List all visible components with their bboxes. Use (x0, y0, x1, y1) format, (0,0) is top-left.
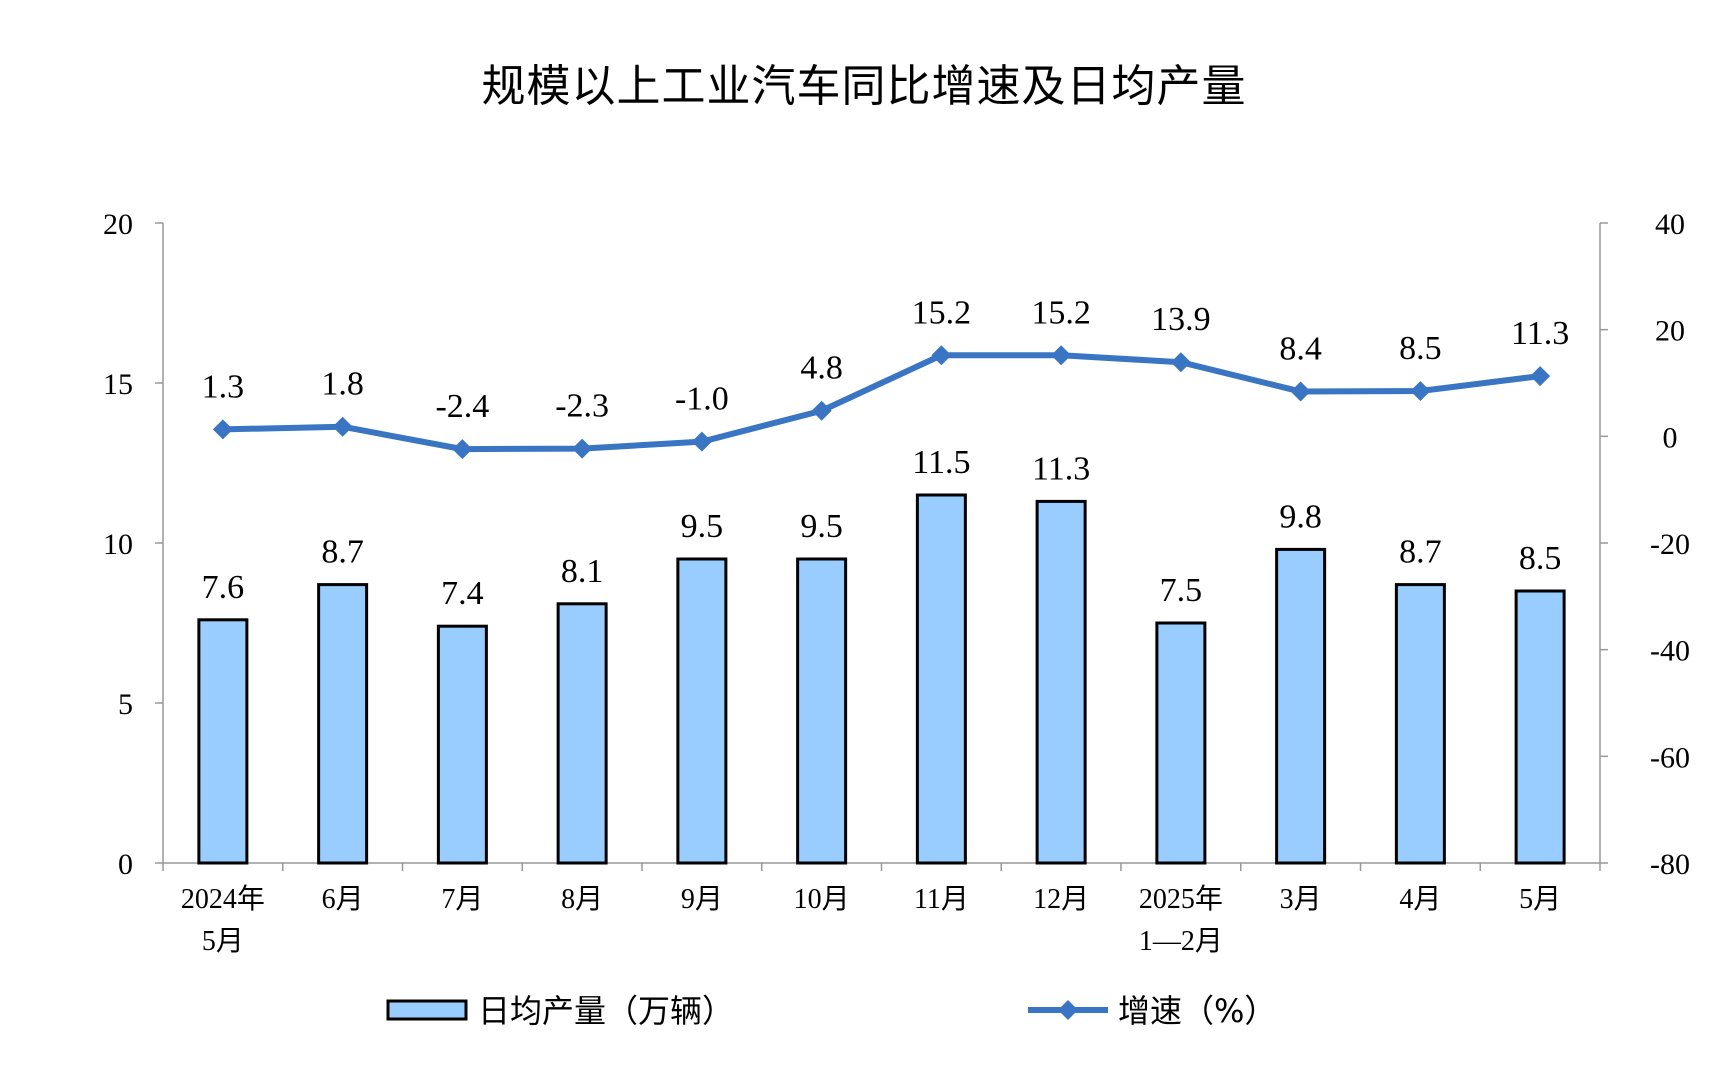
x-tick-label: 8月 (561, 884, 603, 915)
bar-value-label: 11.5 (912, 444, 970, 481)
line-value-label: 8.4 (1279, 331, 1322, 368)
right-tick-label: 40 (1655, 208, 1685, 241)
bar (317, 583, 369, 865)
bar-value-label: 7.5 (1160, 572, 1203, 609)
growth-line (222, 352, 1541, 453)
line-value-label: -1.0 (675, 381, 729, 418)
x-tick-label: 6月 (322, 884, 364, 915)
bar (556, 602, 608, 865)
bar-value-label: 11.3 (1032, 450, 1090, 487)
x-tick-label: 10月 (794, 884, 850, 915)
legend-bar-label: 日均产量（万辆） (478, 992, 734, 1030)
bar (915, 493, 967, 865)
bar-value-label: 8.7 (321, 534, 364, 571)
chart-title: 规模以上工业汽车同比增速及日均产量 (481, 61, 1247, 112)
line-point (931, 345, 952, 366)
legend-line-label: 增速（%） (1118, 992, 1276, 1030)
x-tick-label: 1—2月 (1139, 926, 1223, 957)
line-value-label: 11.3 (1511, 315, 1569, 352)
legend-bar-swatch (386, 999, 468, 1021)
bar (1514, 589, 1566, 865)
line-value-label: -2.3 (555, 388, 609, 425)
left-tick-label: 10 (103, 528, 133, 561)
line-series (212, 345, 1551, 460)
left-tick-label: 20 (103, 208, 133, 241)
line-point (572, 438, 593, 459)
right-tick-label: -40 (1650, 635, 1690, 668)
right-tick-label: 0 (1663, 421, 1678, 454)
x-tick-label: 9月 (681, 884, 723, 915)
line-point (452, 439, 473, 460)
x-tick-label: 5月 (202, 926, 244, 957)
bar-value-label: 7.4 (441, 575, 484, 612)
data-labels: 7.6 8.7 7.4 8.1 9.5 9.5 11.5 11.3 7.5 9.8 8.7 8.5 1.… (202, 294, 1570, 612)
line-point (1290, 381, 1311, 402)
line-value-label: 15.2 (912, 294, 972, 331)
x-tick-label: 11月 (914, 884, 969, 915)
right-tick-label: -80 (1650, 848, 1690, 881)
right-tick-label: -20 (1650, 528, 1690, 561)
legend: 日均产量（万辆） 增速（%） (386, 992, 1276, 1030)
line-value-label: 15.2 (1031, 294, 1091, 331)
line-value-label: 13.9 (1151, 301, 1211, 338)
line-point (332, 416, 353, 437)
right-tick-label: 20 (1655, 315, 1685, 348)
bar (1155, 621, 1207, 865)
bar-value-label: 8.7 (1399, 534, 1442, 571)
x-tick-label: 7月 (441, 884, 483, 915)
bar-value-label: 9.8 (1279, 498, 1322, 535)
bar (436, 624, 488, 865)
line-value-label: -2.4 (435, 388, 489, 425)
bar (1394, 583, 1446, 865)
x-tick-label: 2025年 (1139, 883, 1223, 915)
x-tick-label: 4月 (1399, 884, 1441, 915)
line-point (212, 419, 233, 440)
left-tick-label: 0 (118, 848, 133, 881)
line-point (1170, 352, 1191, 373)
line-point (691, 431, 712, 452)
x-tick-label: 3月 (1280, 884, 1322, 915)
bar-value-label: 7.6 (202, 569, 245, 606)
line-value-label: 4.8 (800, 350, 843, 387)
legend-line-marker (1058, 1000, 1078, 1020)
bar-value-label: 8.1 (561, 553, 604, 590)
left-tick-label: 5 (118, 688, 133, 721)
left-tick-label: 15 (103, 368, 133, 401)
line-point (1530, 366, 1551, 387)
bar-value-label: 9.5 (800, 508, 843, 545)
line-value-label: 1.3 (202, 368, 245, 405)
bar (1275, 547, 1327, 865)
line-value-label: 8.5 (1399, 330, 1442, 367)
bar-series (197, 493, 1566, 865)
line-point (1051, 345, 1072, 366)
bar (796, 557, 848, 865)
right-tick-label: -60 (1650, 741, 1690, 774)
line-point (811, 400, 832, 421)
bar-value-label: 9.5 (681, 508, 724, 545)
bar (197, 618, 249, 865)
x-tick-label: 5月 (1519, 884, 1561, 915)
x-tick-label: 2024年 (181, 883, 265, 915)
bar-value-label: 8.5 (1519, 540, 1562, 577)
x-tick-label: 12月 (1033, 884, 1089, 915)
line-point (1410, 381, 1431, 401)
line-value-label: 1.8 (321, 366, 364, 403)
bar (1035, 499, 1087, 865)
axes: 0 5 10 15 20 -80 -60 -40 -20 0 20 40 2024年 5月 6月 7月 8月 9月… (103, 208, 1690, 957)
bar (676, 557, 728, 865)
